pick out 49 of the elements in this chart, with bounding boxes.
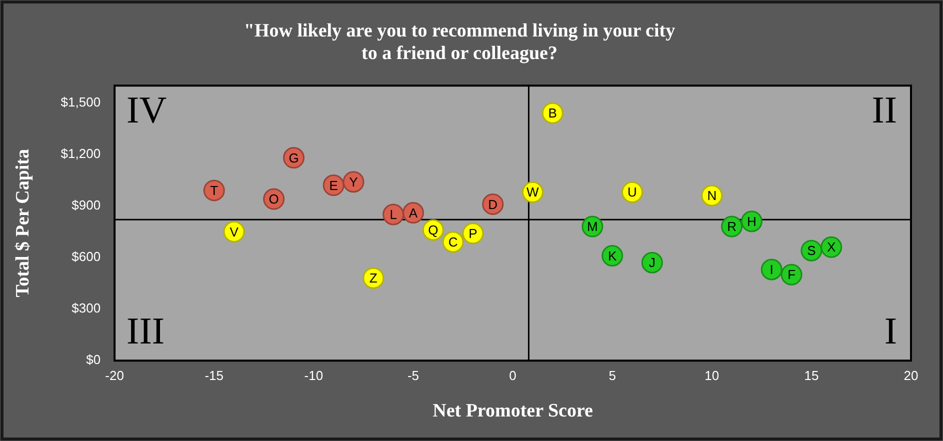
annotation: C bbox=[448, 234, 458, 250]
x-tick-label: -10 bbox=[304, 368, 324, 383]
chart-title: "How likely are you to recommend living in your city to a friend or colleague? bbox=[244, 20, 676, 64]
y-tick-label: $0 bbox=[86, 352, 101, 368]
x-tick-label: 20 bbox=[904, 368, 918, 383]
annotation: L bbox=[390, 207, 397, 222]
annotation: B bbox=[548, 106, 557, 121]
annotation: U bbox=[628, 184, 637, 200]
x-tick-label: -15 bbox=[204, 368, 224, 383]
annotation: D bbox=[488, 196, 498, 212]
annotation: I bbox=[770, 262, 774, 278]
x-axis-title: Net Promoter Score bbox=[432, 400, 593, 422]
x-tick-label: 5 bbox=[608, 368, 616, 383]
annotation: T bbox=[210, 183, 218, 198]
x-tick-label: 10 bbox=[704, 368, 720, 383]
annotation: I bbox=[884, 310, 897, 353]
annotation: M bbox=[587, 219, 598, 234]
y-tick-label: $1,200 bbox=[60, 146, 101, 161]
y-tick-label: $300 bbox=[72, 300, 101, 316]
annotation: N bbox=[707, 188, 717, 204]
y-tick-label: $1,500 bbox=[60, 94, 101, 110]
annotation: S bbox=[807, 243, 816, 258]
annotation: E bbox=[329, 178, 338, 193]
annotation: G bbox=[288, 150, 299, 166]
annotation: H bbox=[747, 214, 756, 229]
annotation: V bbox=[230, 224, 239, 240]
annotation: O bbox=[268, 192, 279, 207]
annotation: P bbox=[468, 226, 478, 241]
annotation: Z bbox=[369, 270, 378, 286]
annotation: III bbox=[126, 310, 165, 353]
point bbox=[760, 258, 782, 280]
y-tick-label: $900 bbox=[72, 197, 101, 212]
annotation: Q bbox=[428, 222, 438, 238]
annotation: II bbox=[872, 90, 897, 132]
annotation: Y bbox=[349, 174, 358, 190]
annotation: R bbox=[727, 219, 736, 234]
x-tick-label: 15 bbox=[804, 368, 819, 383]
y-tick-label: $600 bbox=[72, 249, 101, 264]
y-axis-title: Total $ Per Capita bbox=[12, 148, 34, 298]
annotation: K bbox=[608, 248, 617, 264]
annotation: IV bbox=[126, 90, 168, 132]
x-tick-label: -20 bbox=[105, 368, 124, 383]
annotation: X bbox=[827, 240, 836, 255]
annotation: F bbox=[788, 267, 796, 282]
annotation: J bbox=[648, 255, 656, 270]
x-tick-label: 0 bbox=[509, 368, 516, 383]
x-tick-label: -5 bbox=[407, 368, 420, 383]
annotation: A bbox=[408, 205, 418, 220]
annotation: W bbox=[526, 184, 540, 200]
